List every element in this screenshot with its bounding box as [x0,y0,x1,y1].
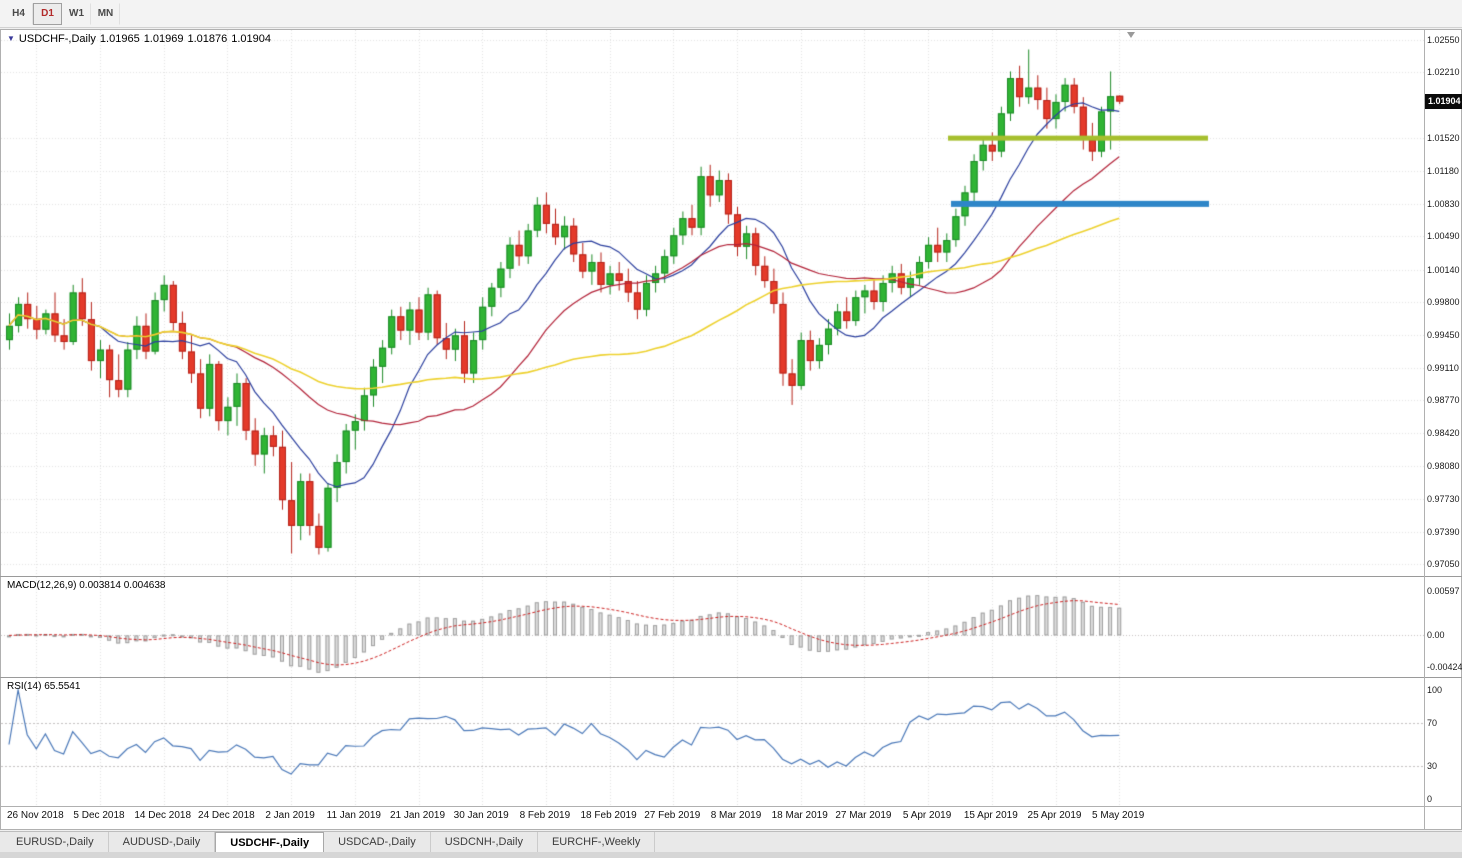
date-axis-separator [0,806,1462,807]
quote-low: 1.01876 [187,33,228,45]
rsi-indicator-label: RSI(14) 65.5541 [7,681,81,692]
chart-quote-header: ▼ USDCHF-,Daily 1.01965 1.01969 1.01876 1.019… [7,33,275,45]
chart-tab-audusd-daily[interactable]: AUDUSD-,Daily [109,832,216,852]
date-axis-tick: 2 Jan 2019 [265,810,315,821]
date-axis-tick: 5 Apr 2019 [902,810,952,821]
macd-axis-tick: 0.00 [1427,630,1445,641]
timeframe-toolbar: H4 D1 W1 MN [0,0,1462,28]
price-axis-tick: 1.02550 [1427,35,1460,45]
price-axis-tick: 1.01180 [1427,165,1459,176]
date-axis-tick: 27 Mar 2019 [835,810,892,821]
price-axis-tick: 0.97050 [1427,558,1460,569]
price-axis-tick: 0.99450 [1427,330,1460,341]
macd-indicator-canvas[interactable] [1,577,1424,677]
price-axis-tick: 1.01520 [1427,133,1460,144]
date-axis-tick: 11 Jan 2019 [326,810,381,821]
chart-tab-usdchf-daily[interactable]: USDCHF-,Daily [215,832,325,852]
panel-splitter[interactable] [0,576,1462,577]
price-axis-tick: 0.99110 [1427,362,1459,373]
date-axis-tick: 18 Mar 2019 [771,810,828,821]
date-axis-tick: 26 Nov 2018 [6,810,64,821]
price-axis-tick: 0.97730 [1427,494,1460,505]
chart-tab-usdcnh-daily[interactable]: USDCNH-,Daily [431,832,538,852]
date-axis-tick: 5 May 2019 [1092,810,1145,821]
date-axis-tick: 8 Mar 2019 [710,810,762,821]
date-axis-tick: 18 Feb 2019 [580,810,637,821]
rsi-axis-tick: 70 [1427,717,1438,728]
timeframe-button-d1[interactable]: D1 [33,2,62,25]
price-axis-tick: 1.00140 [1427,264,1460,275]
chart-shift-marker[interactable] [1127,32,1135,38]
macd-indicator-label: MACD(12,26,9) 0.003814 0.004638 [7,580,166,591]
date-axis: 26 Nov 2018 5 Dec 2018 14 Dec 2018 24 Dec 2… [0,810,1424,828]
chart-tab-bar: EURUSD-,Daily AUDUSD-,Daily USDCHF-,Daily U… [0,831,1462,852]
quote-high: 1.01969 [143,33,184,45]
rsi-axis-tick: 100 [1427,685,1443,695]
date-axis-tick: 27 Feb 2019 [644,810,701,821]
chart-tab-eurusd-daily[interactable]: EURUSD-,Daily [2,832,109,852]
date-axis-tick: 15 Apr 2019 [963,810,1018,821]
date-axis-tick: 14 Dec 2018 [134,810,192,821]
rsi-axis-tick: 0 [1427,794,1433,804]
macd-axis-tick: 0.00597 [1427,585,1460,596]
bottom-scroll-strip [0,852,1462,858]
price-axis-border [1424,29,1425,829]
panel-splitter[interactable] [0,677,1462,678]
price-axis-tick: 0.97390 [1427,526,1460,537]
timeframe-button-h4[interactable]: H4 [4,2,33,25]
price-axis-tick: 0.98770 [1427,395,1460,406]
price-axis-tick: 1.00830 [1427,198,1460,209]
rsi-axis-tick: 30 [1427,761,1438,772]
current-price-badge: 1.01904 [1425,93,1462,109]
price-axis-tick: 1.02210 [1427,67,1460,78]
price-axis-tick: 0.98420 [1427,428,1460,439]
date-axis-tick: 30 Jan 2019 [453,810,509,821]
quote-open: 1.01965 [99,33,140,45]
symbol-triangle-icon: ▼ [7,34,15,43]
date-axis-tick: 8 Feb 2019 [519,810,571,821]
date-axis-tick: 25 Apr 2019 [1027,810,1082,821]
timeframe-button-w1[interactable]: W1 [62,2,91,25]
chart-symbol-label: USDCHF-,Daily [18,33,96,45]
timeframe-button-group: H4 D1 W1 MN [4,2,120,25]
chart-tab-usdcad-daily[interactable]: USDCAD-,Daily [324,832,431,852]
main-price-chart-canvas[interactable] [1,30,1424,576]
chart-tab-eurchf-weekly[interactable]: EURCHF-,Weekly [538,832,656,852]
date-axis-tick: 24 Dec 2018 [198,810,255,821]
price-axis-tick: 1.00490 [1427,231,1460,242]
price-axis-tick: 0.98080 [1427,460,1460,471]
rsi-indicator-canvas[interactable] [1,678,1424,806]
date-axis-tick: 5 Dec 2018 [73,810,125,821]
quote-close: 1.01904 [231,33,271,45]
macd-axis-tick: -0.004243 [1427,661,1462,672]
date-axis-tick: 21 Jan 2019 [389,810,446,821]
timeframe-button-mn[interactable]: MN [91,2,120,25]
price-axis-tick: 0.99800 [1427,296,1460,307]
